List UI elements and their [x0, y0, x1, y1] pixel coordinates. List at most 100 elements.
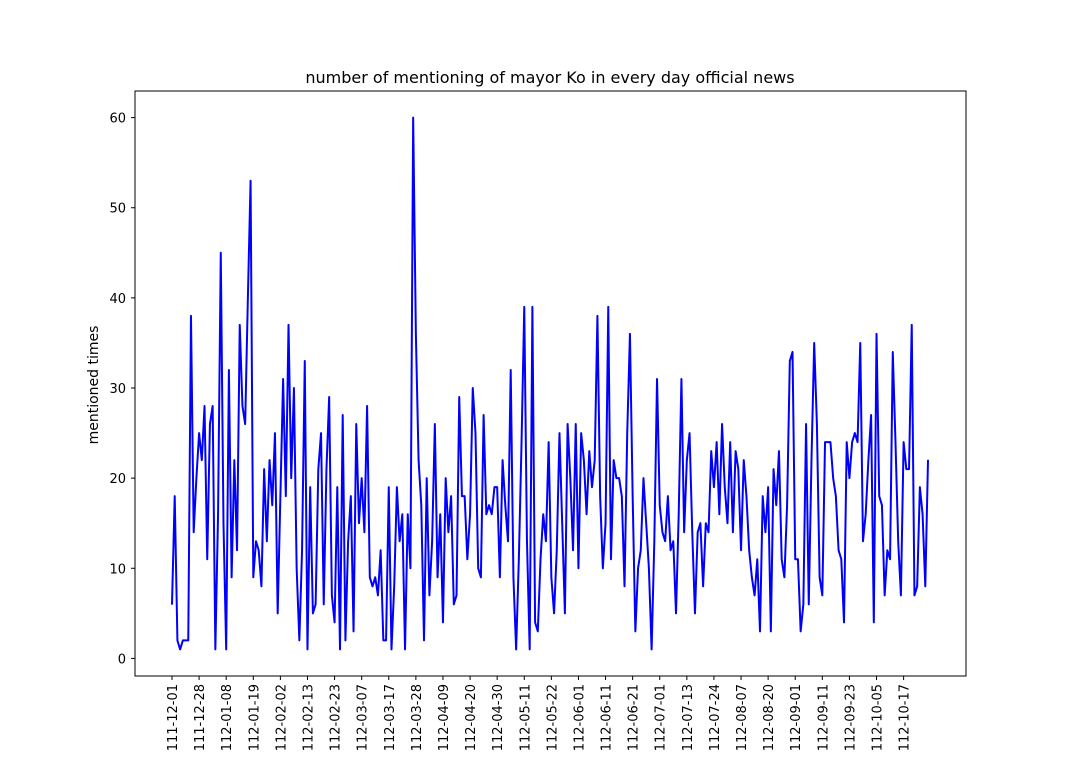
- data-point: [759, 631, 760, 632]
- data-point: [339, 649, 340, 650]
- data-point: [925, 586, 926, 587]
- data-point: [686, 460, 687, 461]
- data-point: [776, 505, 777, 506]
- data-point: [177, 640, 178, 641]
- data-point: [843, 622, 844, 623]
- y-axis: 0 10 20 30 40 50 60: [109, 112, 135, 668]
- data-point: [540, 559, 541, 560]
- data-point: [797, 559, 798, 560]
- data-point: [911, 324, 912, 325]
- data-point: [280, 496, 281, 497]
- data-point: [795, 559, 796, 560]
- data-point: [529, 649, 530, 650]
- y-tick-label: 30: [109, 382, 126, 397]
- data-point: [277, 613, 278, 614]
- data-point: [903, 441, 904, 442]
- y-tick-label: 60: [109, 112, 126, 127]
- data-point: [459, 396, 460, 397]
- data-point: [548, 441, 549, 442]
- data-point: [524, 306, 525, 307]
- data-point: [372, 586, 373, 587]
- data-point: [827, 441, 828, 442]
- x-tick-label: 112-01-08: [220, 684, 235, 751]
- data-point: [220, 252, 221, 253]
- data-point: [272, 505, 273, 506]
- data-point: [881, 505, 882, 506]
- data-point: [516, 649, 517, 650]
- data-point: [814, 342, 815, 343]
- data-point: [914, 595, 915, 596]
- plot-area: [171, 117, 928, 650]
- data-point: [637, 568, 638, 569]
- data-point: [326, 469, 327, 470]
- data-point: [659, 505, 660, 506]
- data-point: [751, 577, 752, 578]
- data-point: [727, 523, 728, 524]
- data-point: [223, 523, 224, 524]
- data-point: [553, 613, 554, 614]
- data-point: [480, 577, 481, 578]
- x-tick-label: 112-05-22: [545, 684, 560, 751]
- data-point: [768, 487, 769, 488]
- data-point: [721, 423, 722, 424]
- data-point: [426, 478, 427, 479]
- data-point: [643, 478, 644, 479]
- data-point: [437, 577, 438, 578]
- data-point: [898, 541, 899, 542]
- data-point: [562, 523, 563, 524]
- data-point: [800, 631, 801, 632]
- data-point: [605, 523, 606, 524]
- data-point: [591, 487, 592, 488]
- y-tick-label: 20: [109, 472, 126, 487]
- data-point: [285, 496, 286, 497]
- data-point: [862, 541, 863, 542]
- data-point: [348, 541, 349, 542]
- data-point: [835, 496, 836, 497]
- data-point: [667, 496, 668, 497]
- data-point: [551, 577, 552, 578]
- data-point: [396, 487, 397, 488]
- data-point: [906, 469, 907, 470]
- data-point: [239, 324, 240, 325]
- data-point: [675, 613, 676, 614]
- data-point: [505, 505, 506, 506]
- data-point: [245, 423, 246, 424]
- data-point: [483, 414, 484, 415]
- data-point: [288, 324, 289, 325]
- data-point: [830, 441, 831, 442]
- data-point: [697, 532, 698, 533]
- data-point: [773, 469, 774, 470]
- data-point: [627, 432, 628, 433]
- data-point: [735, 451, 736, 452]
- data-point: [215, 649, 216, 650]
- data-point: [497, 487, 498, 488]
- x-tick-label: 112-01-19: [247, 684, 262, 751]
- data-point: [762, 496, 763, 497]
- data-point: [716, 441, 717, 442]
- x-tick-label: 112-03-07: [356, 684, 371, 751]
- data-point: [651, 649, 652, 650]
- data-point: [629, 333, 630, 334]
- data-point: [429, 595, 430, 596]
- data-point: [684, 532, 685, 533]
- data-point: [467, 559, 468, 560]
- data-point: [432, 541, 433, 542]
- data-point: [743, 460, 744, 461]
- data-point: [646, 523, 647, 524]
- data-point: [345, 640, 346, 641]
- data-point: [451, 496, 452, 497]
- data-point: [258, 550, 259, 551]
- data-point: [927, 460, 928, 461]
- plot-frame: [135, 91, 966, 676]
- data-point: [602, 568, 603, 569]
- data-point: [535, 622, 536, 623]
- data-point: [665, 541, 666, 542]
- data-point: [854, 432, 855, 433]
- data-point: [415, 333, 416, 334]
- data-point: [738, 469, 739, 470]
- data-point: [816, 423, 817, 424]
- data-point: [399, 541, 400, 542]
- data-point: [250, 180, 251, 181]
- data-point: [385, 640, 386, 641]
- data-point: [543, 514, 544, 515]
